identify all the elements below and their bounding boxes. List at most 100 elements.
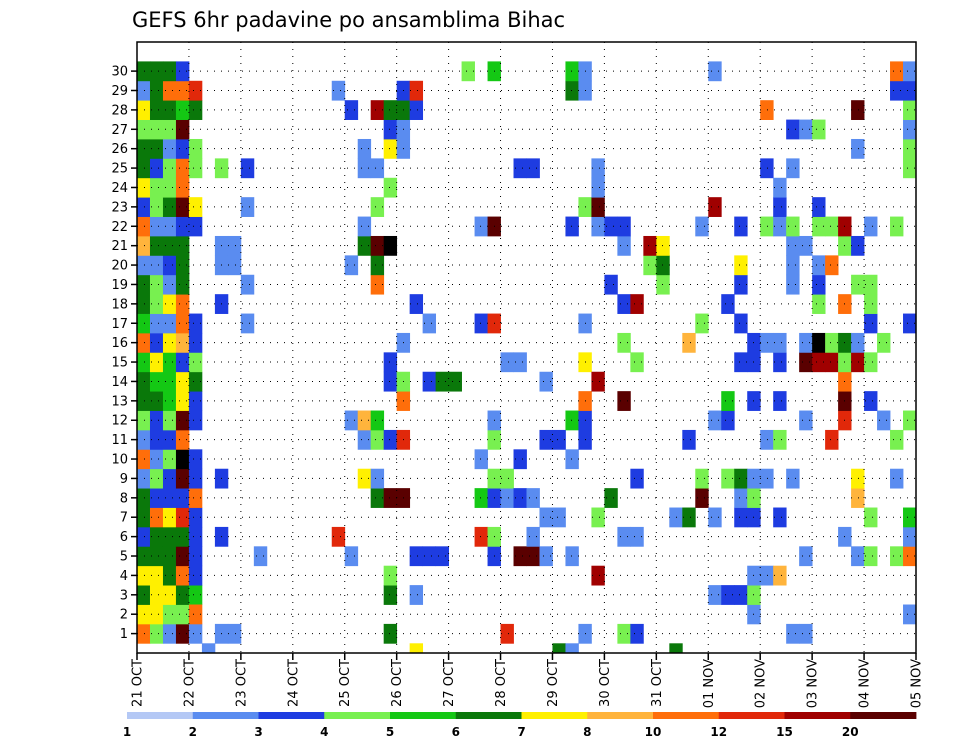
heatmap-cell xyxy=(149,177,164,198)
heatmap-cell xyxy=(188,565,203,586)
heatmap-cell xyxy=(539,546,553,567)
colorbar-swatch xyxy=(455,712,522,719)
heatmap-cell xyxy=(903,100,917,120)
heatmap-cell xyxy=(864,216,878,237)
x-tick-label: 27 OCT xyxy=(442,659,457,707)
heatmap-cell xyxy=(175,294,190,314)
heatmap-cell xyxy=(149,332,164,353)
heatmap-cell xyxy=(370,429,385,450)
heatmap-cell xyxy=(825,332,839,353)
heatmap-cell xyxy=(903,138,917,159)
heatmap-cell xyxy=(331,80,346,101)
heatmap-cell xyxy=(137,332,151,353)
heatmap-cell xyxy=(149,468,164,489)
heatmap-cell xyxy=(903,313,917,334)
heatmap-cell xyxy=(188,391,203,411)
heatmap-cell xyxy=(357,235,372,256)
heatmap-cell xyxy=(903,158,917,179)
heatmap-cell xyxy=(162,138,177,159)
heatmap-cell xyxy=(604,216,618,237)
heatmap-cell xyxy=(149,80,164,101)
heatmap-cell xyxy=(708,410,722,431)
heatmap-cell xyxy=(565,80,579,101)
heatmap-cell xyxy=(137,449,151,470)
heatmap-cell xyxy=(175,61,190,82)
y-tick-label: 21 xyxy=(111,239,128,254)
y-tick-label: 17 xyxy=(111,317,128,332)
colorbar-swatch xyxy=(653,712,720,719)
heatmap-cell xyxy=(370,410,385,431)
heatmap-cell xyxy=(175,138,190,159)
heatmap-cell xyxy=(825,255,839,276)
heatmap-cell xyxy=(149,313,164,334)
heatmap-cell xyxy=(851,332,865,353)
heatmap-cell xyxy=(149,526,164,547)
y-tick-label: 9 xyxy=(120,472,128,487)
heatmap-cell xyxy=(552,429,566,450)
heatmap-cell xyxy=(383,565,398,586)
heatmap-cell xyxy=(357,138,372,159)
heatmap-cell xyxy=(890,546,904,567)
heatmap-cell xyxy=(370,197,385,217)
heatmap-cell xyxy=(526,488,540,508)
heatmap-cell xyxy=(149,158,164,179)
heatmap-cell xyxy=(851,100,865,120)
y-tick-label: 27 xyxy=(111,123,128,138)
heatmap-cell xyxy=(383,235,398,256)
heatmap-cell xyxy=(474,216,488,237)
heatmap-cell xyxy=(149,565,164,586)
heatmap-cell xyxy=(708,507,722,528)
heatmap-cell xyxy=(734,468,748,489)
heatmap-cell xyxy=(903,410,917,431)
heatmap-cell xyxy=(630,623,644,644)
heatmap-cell xyxy=(137,313,151,334)
colorbar-label: 2 xyxy=(189,725,197,739)
heatmap-cell xyxy=(812,255,826,276)
heatmap-cell xyxy=(812,197,826,217)
heatmap-cell xyxy=(162,80,177,101)
heatmap-cell xyxy=(188,80,203,101)
heatmap-cell xyxy=(175,410,190,431)
heatmap-cell xyxy=(526,546,540,567)
heatmap-cell xyxy=(162,546,177,567)
heatmap-cell xyxy=(864,546,878,567)
heatmap-cell xyxy=(682,332,696,353)
heatmap-cell xyxy=(890,61,904,82)
heatmap-cell xyxy=(383,585,398,605)
heatmap-cell xyxy=(162,274,177,295)
heatmap-cell xyxy=(188,604,203,625)
heatmap-cell xyxy=(656,235,670,256)
heatmap-cell xyxy=(149,138,164,159)
heatmap-cell xyxy=(253,546,268,567)
heatmap-cell xyxy=(643,235,657,256)
heatmap-cell xyxy=(188,468,203,489)
x-tick-label: 30 OCT xyxy=(598,659,613,707)
heatmap-cell xyxy=(500,352,514,373)
heatmap-cell xyxy=(149,488,164,508)
colorbar-label: 3 xyxy=(254,725,262,739)
colorbar-label: 20 xyxy=(842,725,859,739)
plot-frame xyxy=(136,41,917,654)
heatmap-cell xyxy=(773,332,787,353)
y-axis: 1234567891011121314151617181920212223242… xyxy=(111,65,137,642)
heatmap-cell xyxy=(175,449,190,470)
heatmap-cell xyxy=(137,371,151,392)
heatmap-cell xyxy=(201,643,216,654)
heatmap-cell xyxy=(786,158,800,179)
heatmap-cell xyxy=(162,100,177,120)
x-tick-label: 22 OCT xyxy=(182,659,197,707)
heatmap-cell xyxy=(760,332,774,353)
heatmap-cell xyxy=(773,429,787,450)
heatmap-cell xyxy=(357,216,372,237)
heatmap-cell xyxy=(799,546,813,567)
heatmap-cell xyxy=(162,197,177,217)
heatmap-cell xyxy=(864,294,878,314)
heatmap-cell xyxy=(137,546,151,567)
heatmap-cell xyxy=(422,313,437,334)
heatmap-cell xyxy=(162,235,177,256)
x-tick-label: 04 NOV xyxy=(858,659,873,708)
x-tick-label: 28 OCT xyxy=(494,659,509,707)
heatmap-cell xyxy=(175,526,190,547)
heatmap-cell xyxy=(370,468,385,489)
heatmap-cell xyxy=(188,332,203,353)
